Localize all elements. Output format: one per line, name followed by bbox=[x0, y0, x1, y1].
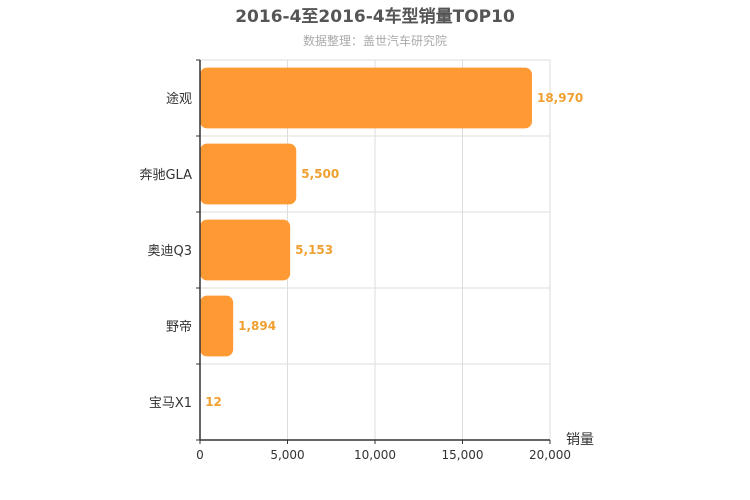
category-label: 途观 bbox=[166, 91, 192, 107]
bar bbox=[200, 67, 532, 129]
category-label: 野帝 bbox=[166, 319, 192, 335]
x-tick-label: 15,000 bbox=[442, 448, 484, 462]
bar bbox=[200, 295, 234, 357]
chart-subtitle: 数据整理：盖世汽车研究院 bbox=[303, 33, 447, 48]
bar-value-label: 18,970 bbox=[537, 91, 583, 105]
x-axis-title: 销量 bbox=[566, 432, 594, 448]
bars-group: 18,970 5,500 5,153 1,894 12 bbox=[200, 67, 583, 433]
bar-value-label: 12 bbox=[205, 395, 222, 409]
bar-value-label: 5,500 bbox=[301, 167, 339, 181]
bar bbox=[200, 219, 291, 281]
category-label: 宝马X1 bbox=[149, 396, 192, 411]
x-tick-label: 20,000 bbox=[529, 448, 571, 462]
bar-value-label: 5,153 bbox=[295, 243, 333, 257]
x-tick-label: 10,000 bbox=[354, 448, 396, 462]
category-label: 奔驰GLA bbox=[139, 168, 192, 183]
category-label: 奥迪Q3 bbox=[147, 244, 192, 259]
x-tick-label: 5,000 bbox=[270, 448, 304, 462]
chart-title: 2016-4至2016-4车型销量TOP10 bbox=[235, 6, 515, 27]
x-tick-label: 0 bbox=[196, 448, 204, 462]
bar-value-label: 1,894 bbox=[238, 319, 276, 333]
bar bbox=[200, 143, 297, 205]
